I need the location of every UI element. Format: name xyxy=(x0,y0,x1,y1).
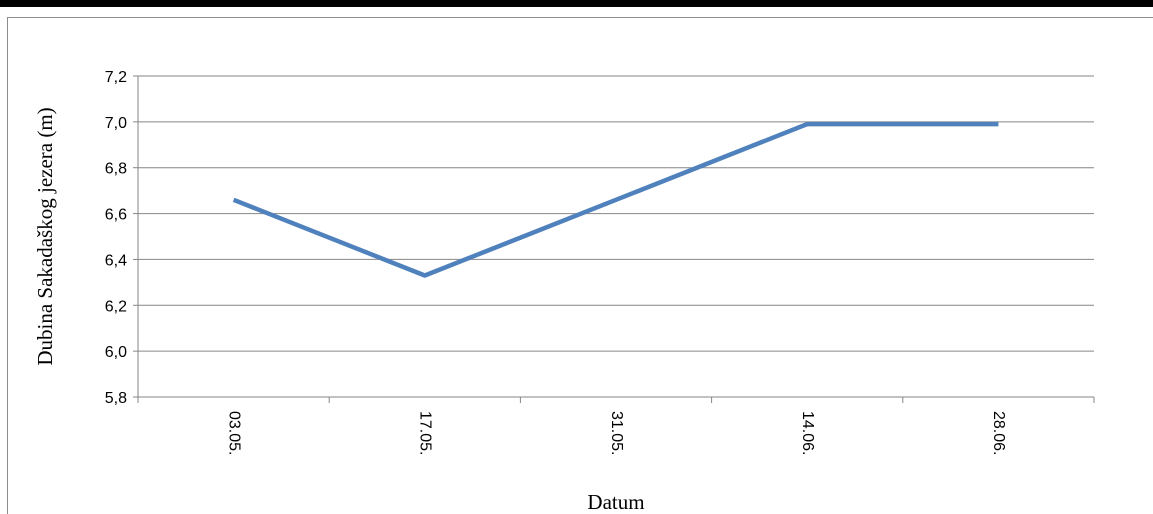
y-tick-label: 7,0 xyxy=(105,115,127,132)
y-tick-label: 6,2 xyxy=(105,298,127,315)
y-tick-label: 6,6 xyxy=(105,207,127,224)
chart-frame xyxy=(7,17,1153,514)
y-tick-label: 5,8 xyxy=(105,390,127,407)
y-tick-label: 6,0 xyxy=(105,344,127,361)
y-tick-label: 6,8 xyxy=(105,161,127,178)
x-tick-label: 28.06. xyxy=(990,411,1007,455)
x-tick-label: 17.05. xyxy=(417,411,434,455)
x-tick-label: 14.06. xyxy=(799,411,816,455)
x-tick-labels: 03.05. 17.05. 31.05. 14.06. 28.06. xyxy=(225,411,1007,455)
y-tick-label: 6,4 xyxy=(105,252,127,269)
x-axis-title: Datum xyxy=(587,490,644,514)
axes xyxy=(133,75,1095,403)
x-tick-label: 31.05. xyxy=(608,411,625,455)
top-border xyxy=(0,0,1153,7)
series-group xyxy=(232,121,999,278)
gridlines xyxy=(138,75,1094,352)
y-tick-labels: 5,8 6,0 6,2 6,4 6,6 6,8 7,0 7,2 xyxy=(105,69,127,407)
x-tick-label: 03.05. xyxy=(225,411,242,455)
y-tick-label: 7,2 xyxy=(105,69,127,86)
y-axis-title: Dubina Sakadaškog jezera (m) xyxy=(33,107,57,365)
